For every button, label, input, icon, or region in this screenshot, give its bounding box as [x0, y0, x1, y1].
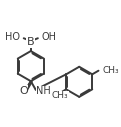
Text: CH₃: CH₃ — [102, 66, 119, 75]
Text: HO: HO — [5, 32, 20, 42]
Text: NH: NH — [36, 86, 51, 96]
Text: O: O — [19, 86, 28, 96]
Text: CH₃: CH₃ — [52, 91, 68, 100]
Text: OH: OH — [42, 32, 57, 42]
Text: B: B — [27, 37, 35, 47]
